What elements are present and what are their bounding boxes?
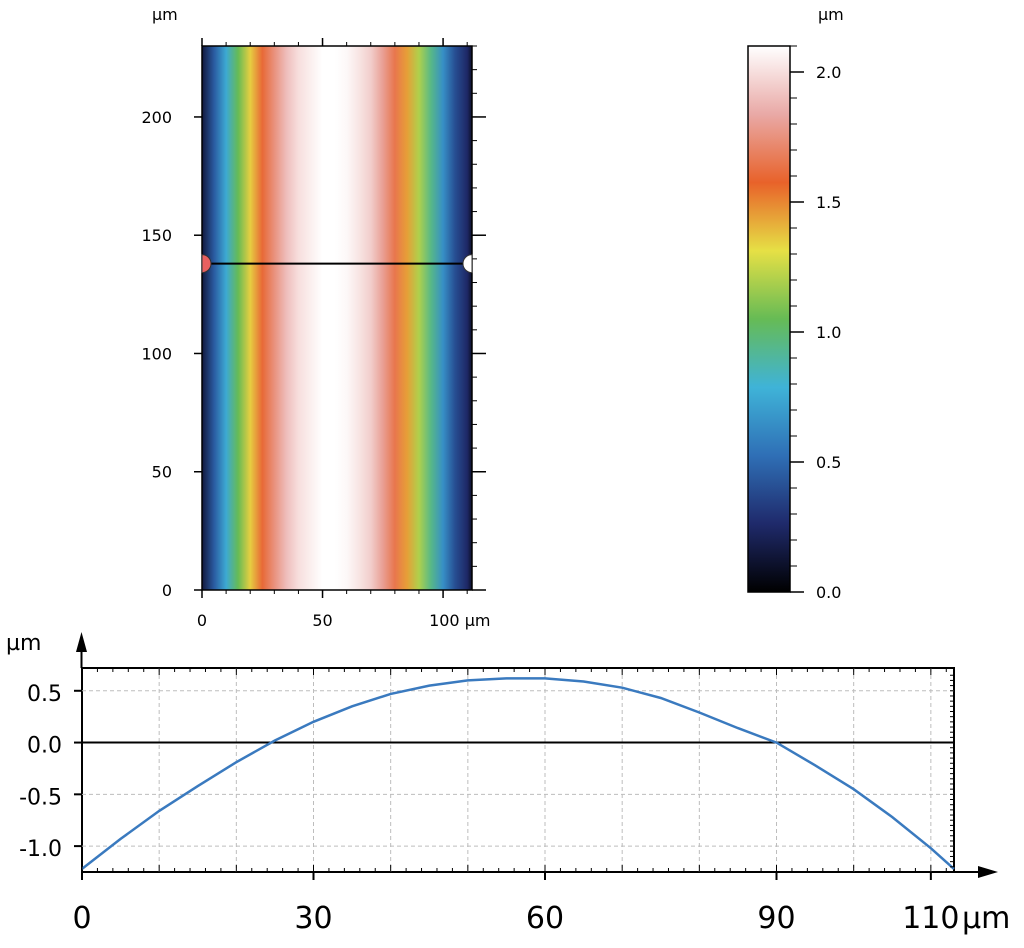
heatmap-frame (201, 45, 473, 591)
heatmap-y-tick-label: 100 (141, 344, 172, 363)
heatmap-image (202, 46, 472, 590)
plot-area (81, 667, 955, 873)
x-tick-label: 110 (902, 901, 959, 936)
heatmap-y-tick-label: 150 (141, 226, 172, 245)
y-axis-arrow (76, 632, 87, 652)
profile-handle-left[interactable] (201, 254, 212, 274)
y-tick-label: 0.0 (27, 734, 62, 759)
plot-grid (82, 668, 954, 872)
colorbar-tick-label: 0.0 (816, 583, 841, 602)
heatmap-y-tick-label: 200 (141, 108, 172, 127)
x-tick-label: 30 (294, 901, 332, 936)
y-tick-label: -0.5 (19, 785, 62, 810)
profile-x-unit-label: µm (962, 901, 1010, 936)
colorbar-tick-label: 2.0 (816, 63, 841, 82)
colorbar-panel: µm 0.0 0.5 1.0 1.5 2.0 (747, 5, 844, 602)
x-tick-label: 60 (526, 901, 564, 936)
x-tick-label: 90 (757, 901, 795, 936)
colorbar-ticks: 0.0 0.5 1.0 1.5 2.0 (790, 45, 841, 602)
profile-axis-ticks: 0 30 60 90 110 0.5 0.0 -0.5 -1.0 (19, 668, 959, 936)
profile-curve (81, 677, 955, 870)
y-tick-label: -1.0 (19, 837, 62, 862)
colorbar-tick-label: 1.0 (816, 323, 841, 342)
heatmap-x-tick-label: 0 (197, 611, 207, 630)
colorbar-unit-label: µm (818, 5, 844, 24)
colorbar-frame (747, 45, 791, 593)
heatmap-y-unit-label: µm (152, 5, 178, 24)
y-tick-label: 0.5 (27, 682, 62, 707)
heatmap-axis-ticks: 0 50 100 150 200 0 50 100 µm (141, 38, 490, 630)
colorbar-tick-label: 0.5 (816, 453, 841, 472)
x-axis-arrow (978, 866, 998, 878)
heatmap-x-tick-label: 50 (312, 611, 332, 630)
heatmap-y-tick-label: 0 (162, 581, 172, 600)
profile-handle-right[interactable] (462, 254, 473, 274)
heatmap-x-tick-label: 100 µm (429, 611, 490, 630)
profile-y-unit-label: µm (6, 631, 41, 656)
colorbar-tick-label: 1.5 (816, 193, 841, 212)
heatmap-y-tick-label: 50 (152, 463, 172, 482)
heatmap-panel: µm 0 50 100 150 200 0 50 100 µm (141, 5, 490, 630)
x-tick-label: 0 (72, 901, 91, 936)
profile-chart: µm 0 30 60 90 110 0.5 0.0 -0.5 -1.0 µm (6, 631, 1010, 936)
colorbar-gradient (748, 46, 790, 592)
